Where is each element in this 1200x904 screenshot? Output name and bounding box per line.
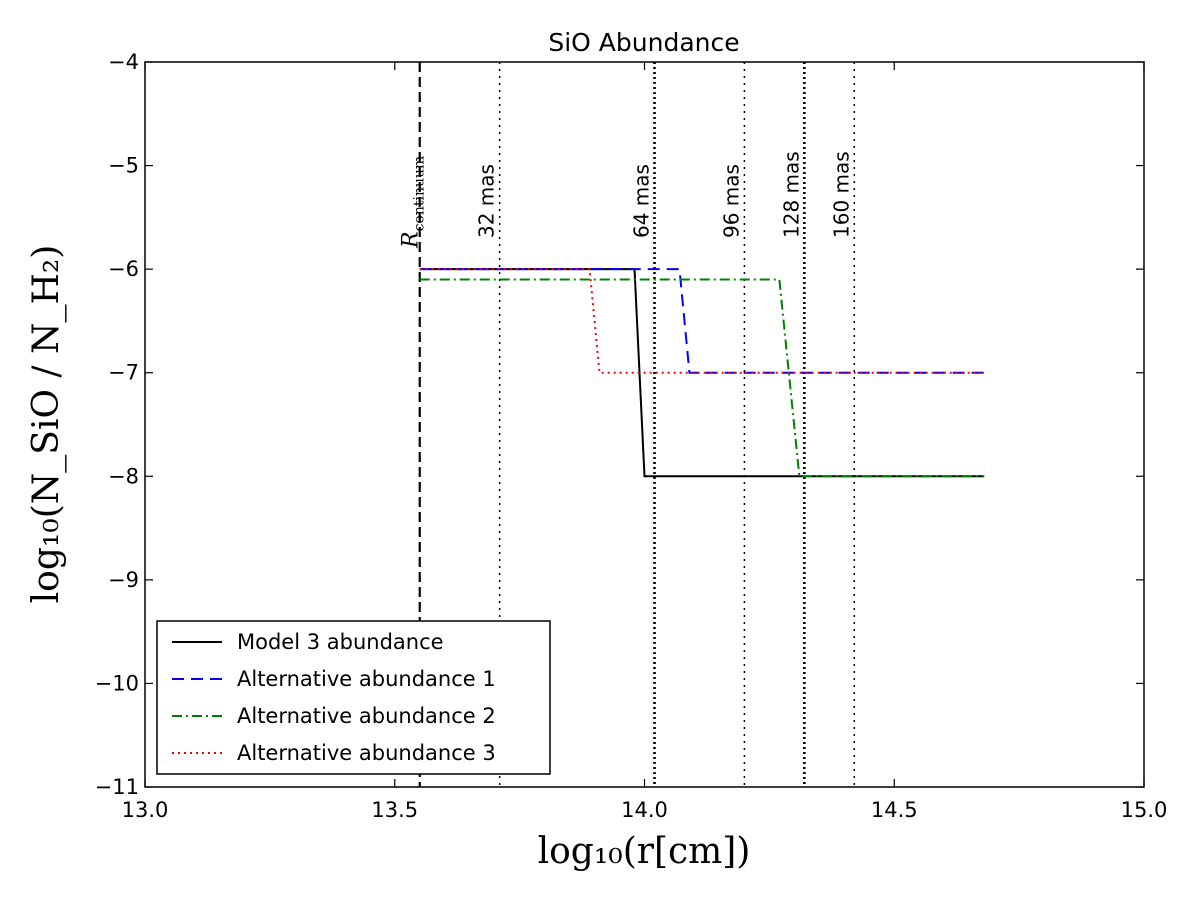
r-continuum-main: R [399,231,424,249]
x-tick-label: 13.0 [122,798,169,822]
y-tick-label: −9 [108,568,139,592]
series-line [419,278,985,478]
y-tick-label: −7 [108,361,139,385]
legend-entry: Alternative abundance 1 [237,667,496,691]
series-line [419,268,985,374]
y-tick-label: −11 [95,775,139,799]
x-axis-label: log₁₀(r[cm]) [538,831,751,872]
legend-box [156,620,551,775]
legend-entry: Alternative abundance 3 [237,741,496,765]
chart-title: SiO Abundance [548,28,739,57]
x-tick-label: 15.0 [1121,798,1168,822]
vline-label: 96 mas [719,164,743,238]
y-tick-label: −4 [108,50,139,74]
y-tick-label: −6 [108,257,139,281]
r-continuum-sub: continuum [412,156,428,232]
marker-labels: Rcontinuum 32 mas 64 mas 96 mas 128 mas 160 m… [399,151,854,249]
y-tick-label: −10 [95,671,139,695]
legend-entry: Model 3 abundance [237,630,444,654]
data-series [419,268,985,478]
y-axis-label: log₁₀(N_SiO / N_H₂) [26,245,67,604]
legend: Model 3 abundance Alternative abundance 1… [156,620,551,775]
x-tick-label: 14.0 [621,798,668,822]
legend-entry: Alternative abundance 2 [237,704,496,728]
r-continuum-label: Rcontinuum [399,156,428,249]
vline-label: 32 mas [475,164,499,238]
vline-label: 160 mas [829,151,853,238]
series-line [419,268,985,374]
vline-label: 128 mas [779,151,803,238]
x-tick-label: 13.5 [371,798,418,822]
axis-ticks: 13.0 13.5 14.0 14.5 15.0 −4 −5 −6 −7 −8 −9 −10 −11 [95,50,1168,822]
y-tick-label: −8 [108,464,139,488]
y-tick-label: −5 [108,154,139,178]
vline-label: 64 mas [629,164,653,238]
x-tick-label: 14.5 [871,798,918,822]
